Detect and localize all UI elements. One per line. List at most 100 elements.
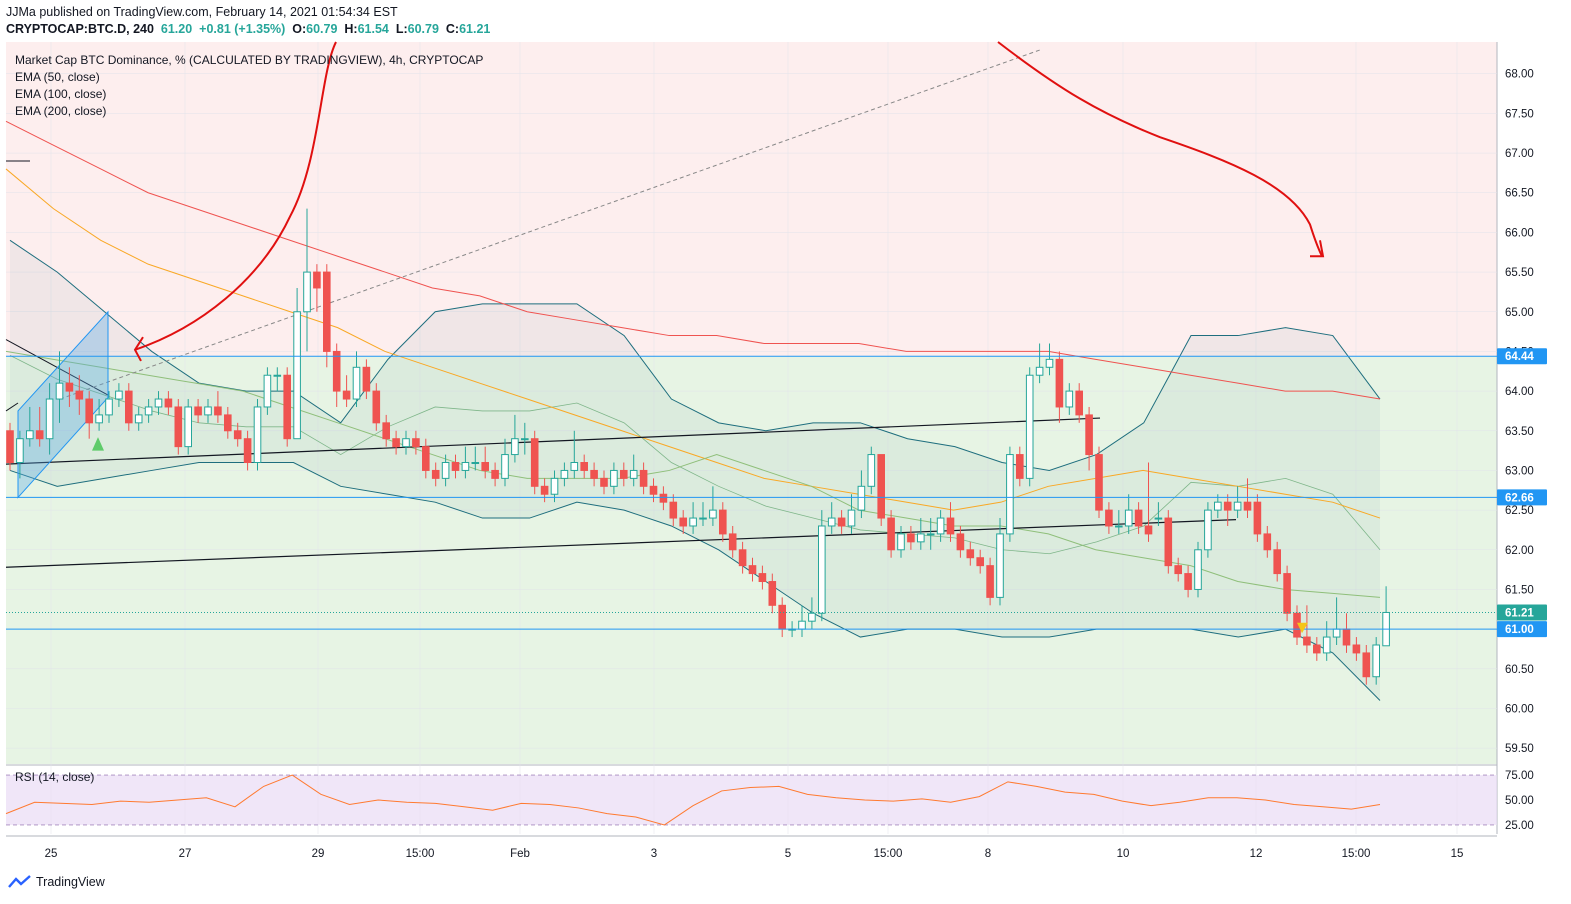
candle-body[interactable] <box>689 517 697 527</box>
candle-body[interactable] <box>530 438 539 487</box>
candle-body[interactable] <box>649 485 658 495</box>
candle-body[interactable] <box>313 271 321 289</box>
candle-body[interactable] <box>560 469 569 479</box>
candle-body[interactable] <box>431 469 440 479</box>
candle-body[interactable] <box>758 573 767 583</box>
candle-body[interactable] <box>402 438 410 448</box>
candle-body[interactable] <box>986 565 994 598</box>
candle-body[interactable] <box>332 350 341 392</box>
candle-body[interactable] <box>481 462 489 471</box>
candle-body[interactable] <box>194 406 202 416</box>
candle-body[interactable] <box>1372 644 1381 678</box>
candle-body[interactable] <box>224 414 232 432</box>
candle-body[interactable] <box>1253 501 1262 535</box>
candle-body[interactable] <box>580 462 589 471</box>
candle-body[interactable] <box>1313 644 1321 654</box>
candle-body[interactable] <box>768 581 777 606</box>
candle-body[interactable] <box>134 414 143 424</box>
trendline-lower[interactable] <box>5 519 1237 568</box>
candle-body[interactable] <box>392 438 400 448</box>
candle-body[interactable] <box>1273 549 1282 575</box>
candle-body[interactable] <box>491 469 499 479</box>
candle-body[interactable] <box>65 382 74 392</box>
candle-body[interactable] <box>699 517 707 520</box>
candle-body[interactable] <box>1055 358 1064 408</box>
candle-body[interactable] <box>709 509 717 519</box>
candle-body[interactable] <box>956 533 965 551</box>
candle-body[interactable] <box>412 438 420 448</box>
candle-body[interactable] <box>837 517 846 527</box>
candle-body[interactable] <box>1362 652 1371 678</box>
candle-body[interactable] <box>966 549 975 559</box>
candle-body[interactable] <box>1174 565 1183 575</box>
candle-body[interactable] <box>125 390 133 424</box>
candle-body[interactable] <box>323 271 331 352</box>
candle-body[interactable] <box>1124 509 1133 527</box>
candle-body[interactable] <box>1263 533 1272 551</box>
candle-body[interactable] <box>164 398 173 408</box>
candle-body[interactable] <box>115 390 123 400</box>
candle-body[interactable] <box>976 557 985 567</box>
candle-body[interactable] <box>728 533 737 551</box>
candle-body[interactable] <box>1184 573 1192 590</box>
candle-body[interactable] <box>1332 628 1341 638</box>
candle-body[interactable] <box>1006 454 1014 535</box>
candle-body[interactable] <box>233 430 242 440</box>
candle-body[interactable] <box>283 374 291 440</box>
candle-body[interactable] <box>204 406 212 416</box>
candle-body[interactable] <box>511 438 519 456</box>
candle-body[interactable] <box>105 398 113 416</box>
candle-body[interactable] <box>451 462 460 471</box>
candle-body[interactable] <box>1035 366 1044 376</box>
candle-body[interactable] <box>1194 549 1202 590</box>
candle-body[interactable] <box>996 533 1004 598</box>
candle-body[interactable] <box>144 406 153 416</box>
candle-body[interactable] <box>897 533 905 551</box>
candle-body[interactable] <box>1342 628 1351 646</box>
drawings[interactable] <box>5 49 1237 568</box>
candle-body[interactable] <box>1115 525 1123 528</box>
candle-body[interactable] <box>1214 501 1222 511</box>
candle-body[interactable] <box>372 390 381 424</box>
candle-body[interactable] <box>1134 509 1143 527</box>
candle-body[interactable] <box>887 517 895 551</box>
candle-body[interactable] <box>610 469 618 487</box>
candle-body[interactable] <box>1025 374 1034 479</box>
candle-body[interactable] <box>382 422 390 440</box>
candle-body[interactable] <box>778 604 787 630</box>
legend-ema200[interactable]: EMA (200, close) <box>15 104 106 118</box>
candle-body[interactable] <box>1322 636 1331 654</box>
candle-body[interactable] <box>1095 454 1103 511</box>
horizontal-levels[interactable] <box>6 355 1497 630</box>
price-label-box[interactable] <box>1497 348 1547 365</box>
candle-body[interactable] <box>738 549 747 567</box>
candle-body[interactable] <box>1085 414 1093 456</box>
candle-body[interactable] <box>293 311 301 440</box>
price-label-box[interactable] <box>1497 621 1547 638</box>
candle-body[interactable] <box>1016 454 1024 479</box>
candle-body[interactable] <box>1144 525 1153 535</box>
candle-body[interactable] <box>629 469 638 479</box>
candle-body[interactable] <box>798 620 806 630</box>
candle-body[interactable] <box>600 477 608 487</box>
candle-body[interactable] <box>808 612 816 622</box>
candle-body[interactable] <box>501 454 509 479</box>
candle-body[interactable] <box>95 414 103 424</box>
candle-body[interactable] <box>461 462 470 471</box>
candle-body[interactable] <box>669 501 678 519</box>
candle-body[interactable] <box>352 366 361 400</box>
candle-body[interactable] <box>303 271 311 313</box>
candle-body[interactable] <box>1352 644 1361 654</box>
candle-body[interactable] <box>75 390 84 400</box>
candle-body[interactable] <box>85 398 94 424</box>
legend-ema50[interactable]: EMA (50, close) <box>15 70 100 84</box>
candle-body[interactable] <box>342 390 351 400</box>
trendline-upper[interactable] <box>5 417 1101 465</box>
candle-body[interactable] <box>1233 501 1242 511</box>
candle-body[interactable] <box>827 517 836 527</box>
candle-body[interactable] <box>936 517 945 535</box>
candle-body[interactable] <box>1154 517 1163 520</box>
candle-body[interactable] <box>362 366 371 392</box>
candle-body[interactable] <box>253 406 262 464</box>
